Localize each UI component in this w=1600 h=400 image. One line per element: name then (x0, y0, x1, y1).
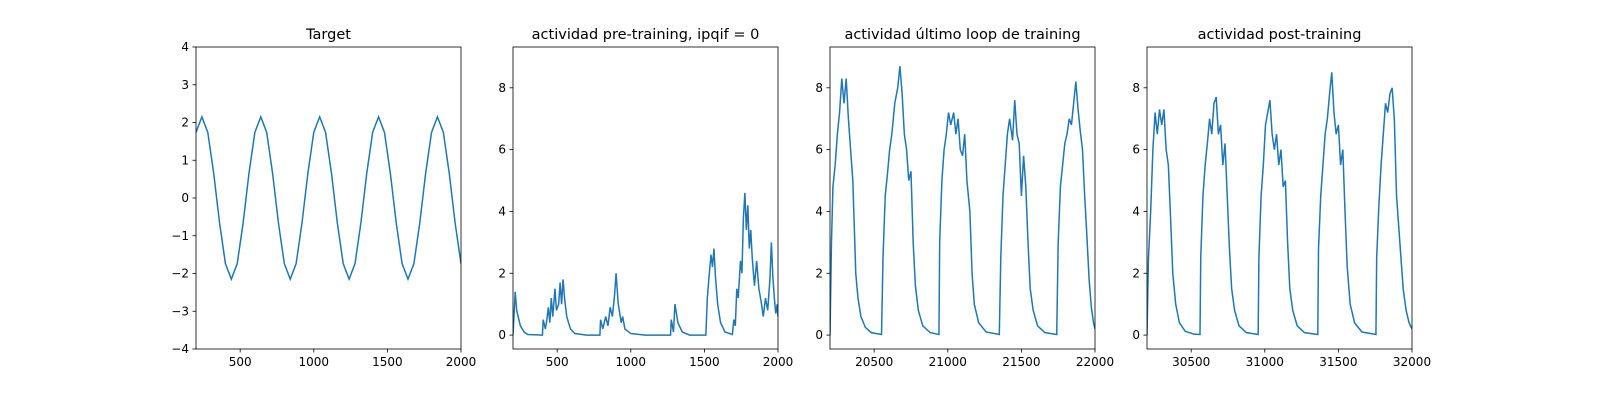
y-tick-label: 0 (815, 328, 823, 342)
subplot: Target 500 1000 1500 2000 −4 −3 −2 −1 0 1 2 3 4 (171, 27, 476, 369)
y-tick-label: 6 (1132, 143, 1140, 157)
x-tick-label: 1000 (616, 355, 647, 369)
axes-frame (195, 46, 462, 350)
x-tick-label: 1000 (299, 355, 330, 369)
x-tick-label: 500 (229, 355, 252, 369)
data-line (196, 114, 461, 282)
chart-title: actividad pre-training, ipqif = 0 (532, 27, 760, 43)
y-tick-label: 2 (181, 116, 189, 130)
x-tick-label: 22000 (1076, 355, 1114, 369)
x-tick-label: 31000 (1246, 355, 1284, 369)
x-tick-label: 1500 (689, 355, 720, 369)
axes-frame (829, 46, 1096, 350)
x-tick-label: 1500 (372, 355, 403, 369)
chart-title: actividad último loop de training (844, 27, 1080, 43)
y-tick-label: −1 (171, 229, 189, 243)
y-tick-label: 6 (815, 143, 823, 157)
y-tick-label: 4 (498, 204, 506, 218)
x-tick-label: 31500 (1319, 355, 1357, 369)
data-line (830, 66, 1095, 336)
y-tick-label: 8 (1132, 81, 1140, 95)
data-line (1147, 72, 1412, 336)
chart-title: Target (305, 27, 351, 43)
y-tick-label: 2 (498, 266, 506, 280)
y-tick-label: 8 (815, 81, 823, 95)
y-tick-label: 4 (815, 204, 823, 218)
x-tick-label: 20500 (855, 355, 893, 369)
x-tick-label: 32000 (1393, 355, 1431, 369)
y-tick-label: 1 (181, 153, 189, 167)
y-tick-label: −4 (171, 342, 189, 356)
y-tick-label: 4 (181, 40, 189, 54)
subplot: actividad pre-training, ipqif = 0 500 1000… (498, 27, 793, 369)
x-tick-label: 21500 (1002, 355, 1040, 369)
x-tick-label: 2000 (446, 355, 477, 369)
y-tick-label: −2 (171, 267, 189, 281)
data-line (513, 192, 778, 336)
y-tick-label: 0 (181, 191, 189, 205)
x-tick-label: 2000 (763, 355, 794, 369)
subplot: actividad post-training 30500 31000 31500 32… (1132, 27, 1431, 369)
x-tick-label: 21000 (929, 355, 967, 369)
x-tick-label: 30500 (1172, 355, 1210, 369)
y-tick-label: 2 (815, 266, 823, 280)
y-tick-label: 3 (181, 78, 189, 92)
subplot: actividad último loop de training 20500 21… (815, 27, 1114, 369)
axes-frame (512, 46, 779, 350)
y-tick-label: 2 (1132, 266, 1140, 280)
chart-title: actividad post-training (1198, 27, 1362, 43)
y-tick-label: −3 (171, 304, 189, 318)
y-tick-label: 6 (498, 143, 506, 157)
y-tick-label: 4 (1132, 204, 1140, 218)
x-tick-label: 500 (546, 355, 569, 369)
axes-frame (1146, 46, 1413, 350)
y-tick-label: 0 (498, 328, 506, 342)
y-tick-label: 8 (498, 81, 506, 95)
y-tick-label: 0 (1132, 328, 1140, 342)
